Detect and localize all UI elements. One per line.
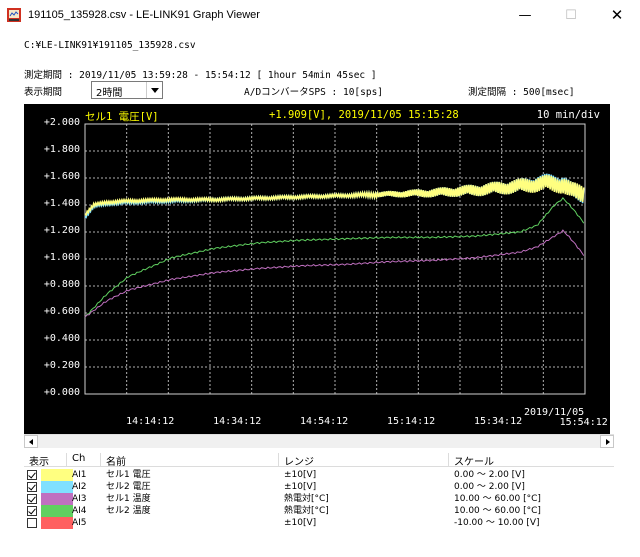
table-row[interactable]: AI3 セル1 温度 熱電対[°C] 10.00 ～ 60.00 [°C] bbox=[24, 493, 614, 505]
display-checkbox[interactable] bbox=[27, 506, 37, 516]
range-cell: ±10[V] bbox=[284, 470, 317, 480]
measurement-period: 測定期間 : 2019/11/05 13:59:28 - 15:54:12 [ … bbox=[24, 70, 377, 81]
file-path: C:¥LE-LINK91¥191105_135928.csv bbox=[24, 40, 196, 51]
display-checkbox[interactable] bbox=[27, 470, 37, 480]
minimize-button[interactable]: — bbox=[518, 8, 532, 23]
plot-frame bbox=[84, 123, 586, 395]
table-row[interactable]: AI5 ±10[V] -10.00 ～ 10.00 [V] bbox=[24, 517, 614, 529]
display-period-label: 表示期間 bbox=[24, 87, 63, 98]
header-range[interactable]: レンジ bbox=[279, 453, 449, 468]
graph-cursor-reading: +1.909[V], 2019/11/05 15:15:28 bbox=[269, 109, 459, 121]
plot-svg bbox=[84, 123, 586, 395]
series-line-セル1-電圧 bbox=[84, 174, 585, 217]
series-line-セル2-温度 bbox=[84, 196, 585, 318]
y-tick-label: +2.000 bbox=[43, 117, 80, 128]
display-period-select[interactable]: 2時間 bbox=[91, 81, 163, 99]
chevron-down-icon[interactable] bbox=[146, 82, 162, 98]
graph-time-scale: 10 min/div bbox=[536, 109, 600, 121]
series-line-セル1-温度 bbox=[84, 229, 585, 318]
scroll-right-arrow-icon[interactable] bbox=[600, 435, 614, 448]
header-name[interactable]: 名前 bbox=[101, 453, 279, 468]
range-cell: 熱電対[°C] bbox=[284, 506, 329, 516]
table-row[interactable]: AI2 セル2 電圧 ±10[V] 0.00 ～ 2.00 [V] bbox=[24, 481, 614, 493]
display-checkbox[interactable] bbox=[27, 494, 37, 504]
graph-area[interactable]: +2.000 +1.800 +1.600 +1.400 +1.200 +1.000 +0.8… bbox=[24, 104, 610, 434]
scale-cell: 10.00 ～ 60.00 [°C] bbox=[454, 506, 541, 516]
channel-table: 表示 Ch 名前 レンジ スケール AI1 セル1 電圧 ±10[V] 0.00 ～ … bbox=[24, 451, 614, 549]
window-title: 191105_135928.csv - LE-LINK91 Graph View… bbox=[28, 9, 260, 21]
ch-cell: AI3 bbox=[72, 494, 87, 504]
ch-cell: AI4 bbox=[72, 506, 87, 516]
header-display[interactable]: 表示 bbox=[24, 453, 67, 468]
graph-series-label: セル1 電圧[V] bbox=[85, 111, 159, 123]
y-tick-label: +0.000 bbox=[43, 387, 80, 398]
y-tick-label: +1.600 bbox=[43, 171, 80, 182]
graph-date-label: 2019/11/05 bbox=[524, 407, 585, 418]
display-period-value: 2時間 bbox=[96, 88, 123, 99]
y-tick-label: +1.000 bbox=[43, 252, 80, 263]
range-cell: ±10[V] bbox=[284, 482, 317, 492]
name-cell: セル2 電圧 bbox=[106, 482, 151, 492]
ch-cell: AI1 bbox=[72, 470, 87, 480]
scale-cell: 0.00 ～ 2.00 [V] bbox=[454, 482, 525, 492]
y-tick-label: +0.800 bbox=[43, 279, 80, 290]
name-cell: セル2 温度 bbox=[106, 506, 151, 516]
x-tick-label: 14:14:12 bbox=[126, 416, 175, 427]
ch-cell: AI5 bbox=[72, 518, 87, 528]
color-swatch[interactable] bbox=[41, 469, 73, 481]
app-icon bbox=[7, 8, 21, 22]
color-swatch[interactable] bbox=[41, 505, 73, 517]
color-swatch[interactable] bbox=[41, 517, 73, 529]
header-ch[interactable]: Ch bbox=[67, 453, 101, 467]
scale-cell: -10.00 ～ 10.00 [V] bbox=[454, 518, 540, 528]
x-tick-label: 15:54:12 bbox=[559, 417, 608, 428]
y-tick-label: +0.400 bbox=[43, 333, 80, 344]
y-tick-label: +0.600 bbox=[43, 306, 80, 317]
adc-sps-info: A/DコンバータSPS : 10[sps] bbox=[244, 87, 384, 98]
horizontal-scrollbar[interactable] bbox=[24, 434, 614, 448]
range-cell: ±10[V] bbox=[284, 518, 317, 528]
table-header: 表示 Ch 名前 レンジ スケール bbox=[24, 451, 614, 468]
name-cell: セル1 電圧 bbox=[106, 470, 151, 480]
color-swatch[interactable] bbox=[41, 481, 73, 493]
x-tick-label: 15:14:12 bbox=[386, 416, 436, 427]
display-checkbox[interactable] bbox=[27, 482, 37, 492]
header-scale[interactable]: スケール bbox=[454, 457, 494, 468]
scale-cell: 10.00 ～ 60.00 [°C] bbox=[454, 494, 541, 504]
close-button[interactable]: ✕ bbox=[610, 6, 624, 24]
x-tick-label: 14:54:12 bbox=[300, 416, 349, 427]
name-cell: セル1 温度 bbox=[106, 494, 151, 504]
x-tick-label: 15:34:12 bbox=[473, 416, 523, 427]
table-row[interactable]: AI4 セル2 温度 熱電対[°C] 10.00 ～ 60.00 [°C] bbox=[24, 505, 614, 517]
ch-cell: AI2 bbox=[72, 482, 87, 492]
scroll-left-arrow-icon[interactable] bbox=[24, 435, 38, 448]
y-tick-label: +1.200 bbox=[43, 225, 80, 236]
color-swatch[interactable] bbox=[41, 493, 73, 505]
x-tick-label: 14:34:12 bbox=[213, 416, 262, 427]
y-tick-label: +1.800 bbox=[43, 144, 80, 155]
measurement-interval-info: 測定間隔 : 500[msec] bbox=[468, 87, 575, 98]
scale-cell: 0.00 ～ 2.00 [V] bbox=[454, 470, 525, 480]
range-cell: 熱電対[°C] bbox=[284, 494, 329, 504]
y-tick-label: +0.200 bbox=[43, 360, 80, 371]
title-bar: 191105_135928.csv - LE-LINK91 Graph View… bbox=[0, 0, 640, 31]
display-checkbox[interactable] bbox=[27, 518, 37, 528]
maximize-button[interactable]: ☐ bbox=[565, 8, 577, 23]
table-row[interactable]: AI1 セル1 電圧 ±10[V] 0.00 ～ 2.00 [V] bbox=[24, 469, 614, 481]
y-tick-label: +1.400 bbox=[43, 198, 80, 209]
